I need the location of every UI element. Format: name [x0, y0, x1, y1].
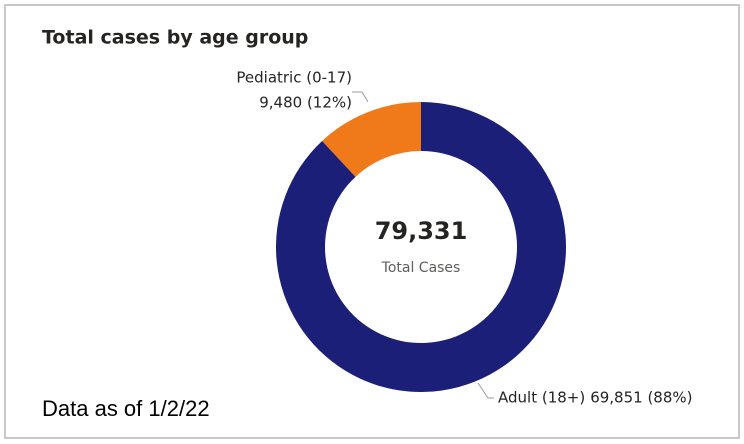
slice-label: Pediatric (0-17): [236, 69, 352, 87]
donut-slice: [322, 102, 421, 177]
value-label: 9,480 (12%): [259, 94, 352, 112]
center-value: 79,331: [375, 217, 468, 245]
chart-title: Total cases by age group: [42, 27, 308, 49]
leader-line: [352, 91, 369, 103]
value-label: 69,851 (88%): [590, 389, 692, 407]
leader-line: [477, 382, 494, 399]
slice-label: Adult (18+): [498, 389, 585, 407]
donut-slice: [276, 102, 566, 392]
center-caption: Total Cases: [381, 260, 461, 276]
footnote: Data as of 1/2/22: [42, 396, 210, 421]
